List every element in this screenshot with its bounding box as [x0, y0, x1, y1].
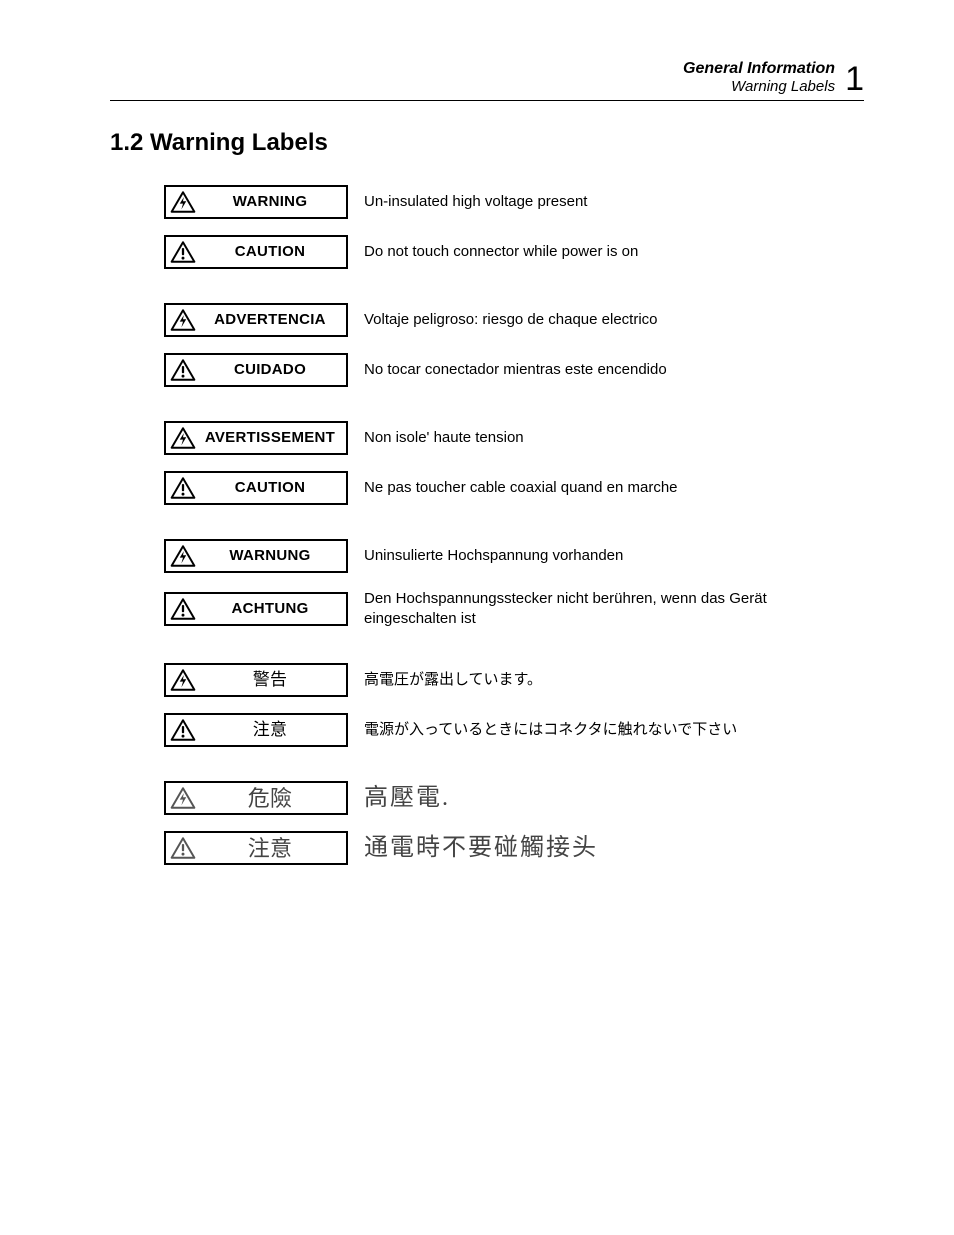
page-header: General Information Warning Labels 1	[110, 60, 864, 101]
warning-description: Non isole' haute tension	[364, 428, 524, 448]
warning-label-box: ACHTUNG	[164, 592, 348, 626]
warning-row: ACHTUNG Den Hochspannungsstecker nicht be…	[164, 589, 864, 630]
warning-description: Den Hochspannungsstecker nicht berühren,…	[364, 589, 804, 630]
shock-icon	[168, 426, 198, 450]
warning-description: Ne pas toucher cable coaxial quand en ma…	[364, 478, 678, 498]
header-line1: General Information	[683, 60, 835, 78]
header-text-block: General Information Warning Labels	[683, 60, 835, 96]
warning-description: 高電圧が露出しています。	[364, 670, 542, 690]
shock-icon	[168, 668, 198, 692]
exclaim-icon	[168, 358, 198, 382]
warning-label-text: 警告	[198, 671, 342, 689]
section-title: 1.2 Warning Labels	[110, 129, 864, 157]
warning-description: 電源が入っているときにはコネクタに触れないで下さい	[364, 720, 737, 740]
warning-group: 危險高壓電. 注意通電時不要碰觸接头	[164, 781, 864, 865]
warning-label-text: CAUTION	[198, 244, 342, 260]
warning-row: ADVERTENCIA Voltaje peligroso: riesgo de …	[164, 303, 864, 337]
warning-label-box: 危險	[164, 781, 348, 815]
warning-label-box: WARNUNG	[164, 539, 348, 573]
exclaim-icon	[168, 718, 198, 742]
warning-group: ADVERTENCIA Voltaje peligroso: riesgo de …	[164, 303, 864, 387]
warning-label-text: 注意	[198, 837, 342, 860]
shock-icon	[168, 308, 198, 332]
warning-row: CUIDADO No tocar conectador mientras este…	[164, 353, 864, 387]
warning-description: Voltaje peligroso: riesgo de chaque elec…	[364, 310, 658, 330]
warning-label-box: CAUTION	[164, 471, 348, 505]
warning-row: CAUTION Ne pas toucher cable coaxial quan…	[164, 471, 864, 505]
warning-row: WARNING Un-insulated high voltage present	[164, 185, 864, 219]
page: General Information Warning Labels 1 1.2…	[0, 0, 954, 1235]
warning-groups: WARNING Un-insulated high voltage present…	[110, 185, 864, 866]
warning-label-text: CAUTION	[198, 480, 342, 496]
warning-group: AVERTISSEMENT Non isole' haute tension CAU…	[164, 421, 864, 505]
shock-icon	[168, 786, 198, 810]
warning-row: 注意通電時不要碰觸接头	[164, 831, 864, 865]
warning-description: 通電時不要碰觸接头	[364, 832, 598, 864]
warning-description: Un-insulated high voltage present	[364, 192, 587, 212]
warning-group: WARNUNG Uninsulierte Hochspannung vorhand…	[164, 539, 864, 630]
warning-label-box: 注意	[164, 713, 348, 747]
warning-label-box: WARNING	[164, 185, 348, 219]
shock-icon	[168, 544, 198, 568]
warning-label-text: WARNUNG	[198, 548, 342, 564]
warning-description: 高壓電.	[364, 782, 450, 814]
warning-label-box: CAUTION	[164, 235, 348, 269]
warning-label-box: 注意	[164, 831, 348, 865]
warning-label-text: 危險	[198, 787, 342, 810]
warning-label-text: ACHTUNG	[198, 601, 342, 617]
warning-row: WARNUNG Uninsulierte Hochspannung vorhand…	[164, 539, 864, 573]
exclaim-icon	[168, 836, 198, 860]
warning-label-text: ADVERTENCIA	[198, 312, 342, 328]
warning-row: 危險高壓電.	[164, 781, 864, 815]
shock-icon	[168, 190, 198, 214]
warning-row: 注意 電源が入っているときにはコネクタに触れないで下さい	[164, 713, 864, 747]
warning-label-box: CUIDADO	[164, 353, 348, 387]
exclaim-icon	[168, 597, 198, 621]
warning-group: 警告 高電圧が露出しています。注意 電源が入っているときにはコネクタに触れないで下さ…	[164, 663, 864, 747]
warning-label-text: AVERTISSEMENT	[198, 430, 342, 446]
warning-description: Uninsulierte Hochspannung vorhanden	[364, 546, 623, 566]
exclaim-icon	[168, 240, 198, 264]
warning-label-text: 注意	[198, 721, 342, 739]
warning-row: CAUTION Do not touch connector while powe…	[164, 235, 864, 269]
warning-description: Do not touch connector while power is on	[364, 242, 638, 262]
warning-description: No tocar conectador mientras este encend…	[364, 360, 667, 380]
warning-label-box: ADVERTENCIA	[164, 303, 348, 337]
exclaim-icon	[168, 476, 198, 500]
warning-label-box: 警告	[164, 663, 348, 697]
warning-label-box: AVERTISSEMENT	[164, 421, 348, 455]
warning-label-text: CUIDADO	[198, 362, 342, 378]
warning-row: 警告 高電圧が露出しています。	[164, 663, 864, 697]
header-line2: Warning Labels	[683, 78, 835, 95]
chapter-number: 1	[845, 62, 864, 96]
warning-row: AVERTISSEMENT Non isole' haute tension	[164, 421, 864, 455]
warning-group: WARNING Un-insulated high voltage present…	[164, 185, 864, 269]
warning-label-text: WARNING	[198, 194, 342, 210]
